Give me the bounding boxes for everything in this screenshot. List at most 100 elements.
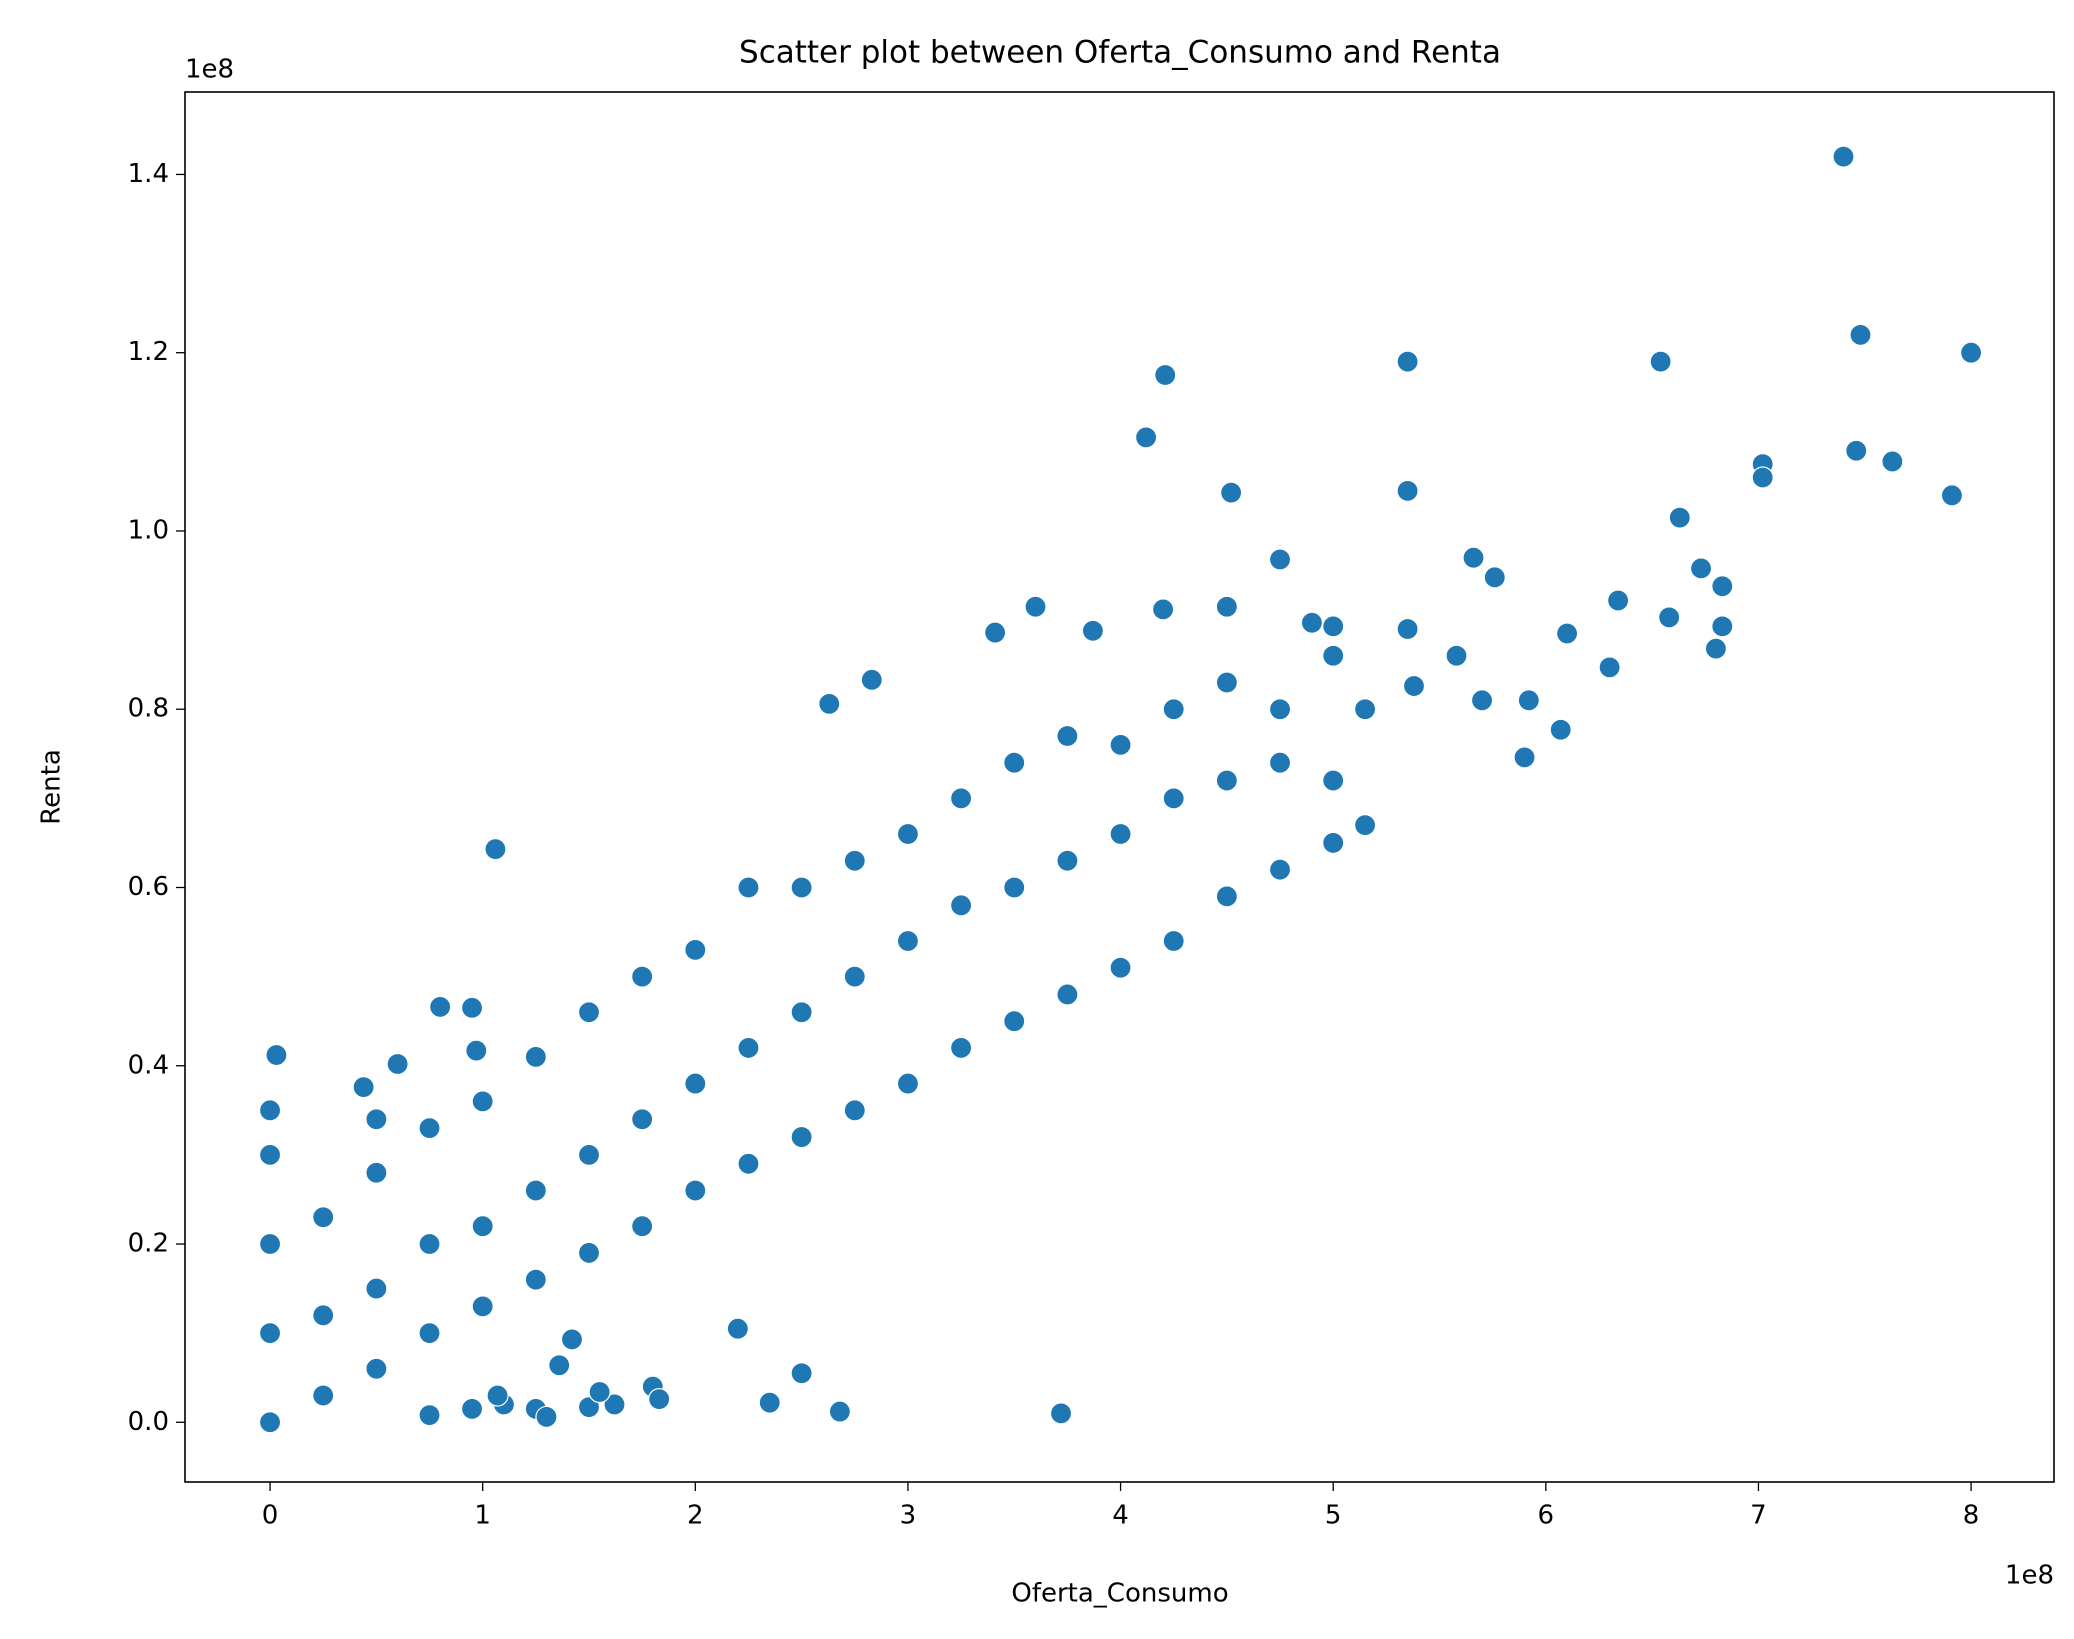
point [418, 1322, 441, 1345]
point [1402, 674, 1426, 698]
point [1268, 548, 1292, 571]
point [524, 1179, 547, 1202]
point [737, 1036, 760, 1060]
point [631, 1108, 654, 1131]
point [1598, 656, 1621, 679]
point [1445, 644, 1468, 667]
y-tick-label: 1.4 [128, 159, 169, 189]
point [1268, 698, 1292, 721]
point [1109, 956, 1132, 979]
point [1109, 733, 1132, 756]
plot-frame [184, 91, 2055, 1483]
point [1151, 598, 1175, 621]
point [1689, 557, 1713, 580]
point [418, 1404, 441, 1427]
point [1353, 698, 1377, 721]
point [1215, 671, 1238, 694]
point [1711, 615, 1734, 638]
point [1154, 363, 1177, 387]
point [648, 1388, 671, 1411]
point [1513, 746, 1536, 769]
point [737, 876, 760, 899]
point [684, 1072, 707, 1095]
point [429, 995, 452, 1019]
point [588, 1380, 611, 1404]
y-tick-label: 0.8 [128, 694, 169, 724]
x-tick-label: 6 [1538, 1501, 1555, 1531]
point [365, 1357, 388, 1380]
point [524, 1268, 547, 1291]
point [486, 1384, 509, 1407]
point [1081, 619, 1105, 642]
point [471, 1295, 494, 1318]
point [1353, 814, 1377, 837]
point [1003, 751, 1026, 774]
point [1668, 506, 1691, 529]
point [386, 1052, 409, 1076]
point [790, 1362, 813, 1385]
point [949, 787, 973, 810]
point [535, 1405, 558, 1429]
point [258, 1143, 282, 1166]
point [1056, 983, 1079, 1006]
point [828, 1400, 851, 1423]
point [312, 1384, 335, 1407]
point [365, 1108, 388, 1131]
point [577, 1241, 601, 1265]
x-axis-label: Oferta_Consumo [1011, 1579, 1228, 1609]
x-offset-label: 1e8 [2005, 1561, 2054, 1591]
point [460, 996, 484, 1019]
point [258, 1411, 282, 1434]
y-offset-label: 1e8 [185, 55, 234, 85]
point [1056, 849, 1079, 872]
point [1215, 769, 1238, 792]
point [603, 1393, 626, 1416]
point [1845, 439, 1868, 462]
point [1649, 350, 1672, 373]
point [1056, 724, 1079, 748]
y-axis-label: Renta [37, 749, 67, 825]
point [896, 1072, 920, 1095]
point [1268, 751, 1292, 774]
point [1162, 929, 1185, 953]
point [1959, 341, 1983, 364]
x-tick-label: 8 [1963, 1501, 1980, 1531]
point [684, 938, 707, 961]
point [631, 1215, 654, 1238]
point [418, 1232, 441, 1256]
x-tick-label: 4 [1112, 1501, 1129, 1531]
point [631, 965, 654, 988]
x-tick-label: 5 [1325, 1501, 1342, 1531]
point [471, 1090, 494, 1113]
point [1940, 484, 1964, 507]
point [1517, 689, 1540, 712]
point [1300, 611, 1324, 634]
point [484, 838, 507, 861]
point [1215, 595, 1238, 618]
point [1549, 718, 1572, 741]
point [548, 1354, 571, 1377]
chart-title: Scatter plot between Oferta_Consumo and … [739, 35, 1501, 71]
point [1849, 323, 1872, 346]
point [1470, 689, 1494, 712]
point [818, 692, 841, 715]
point [258, 1099, 282, 1122]
point [790, 1125, 813, 1149]
point [258, 1232, 282, 1256]
y-tick-label: 0.4 [128, 1050, 169, 1080]
point [560, 1328, 584, 1351]
point [896, 822, 920, 846]
x-tick-label: 0 [262, 1501, 279, 1531]
y-tick-label: 0.6 [128, 872, 169, 902]
point [1555, 622, 1579, 645]
point [949, 894, 973, 917]
point [312, 1206, 335, 1229]
point [1462, 546, 1485, 569]
point [1003, 876, 1026, 899]
point [1396, 617, 1419, 641]
point [577, 1001, 601, 1024]
x-tick-label: 3 [900, 1501, 917, 1531]
point [1704, 637, 1728, 660]
